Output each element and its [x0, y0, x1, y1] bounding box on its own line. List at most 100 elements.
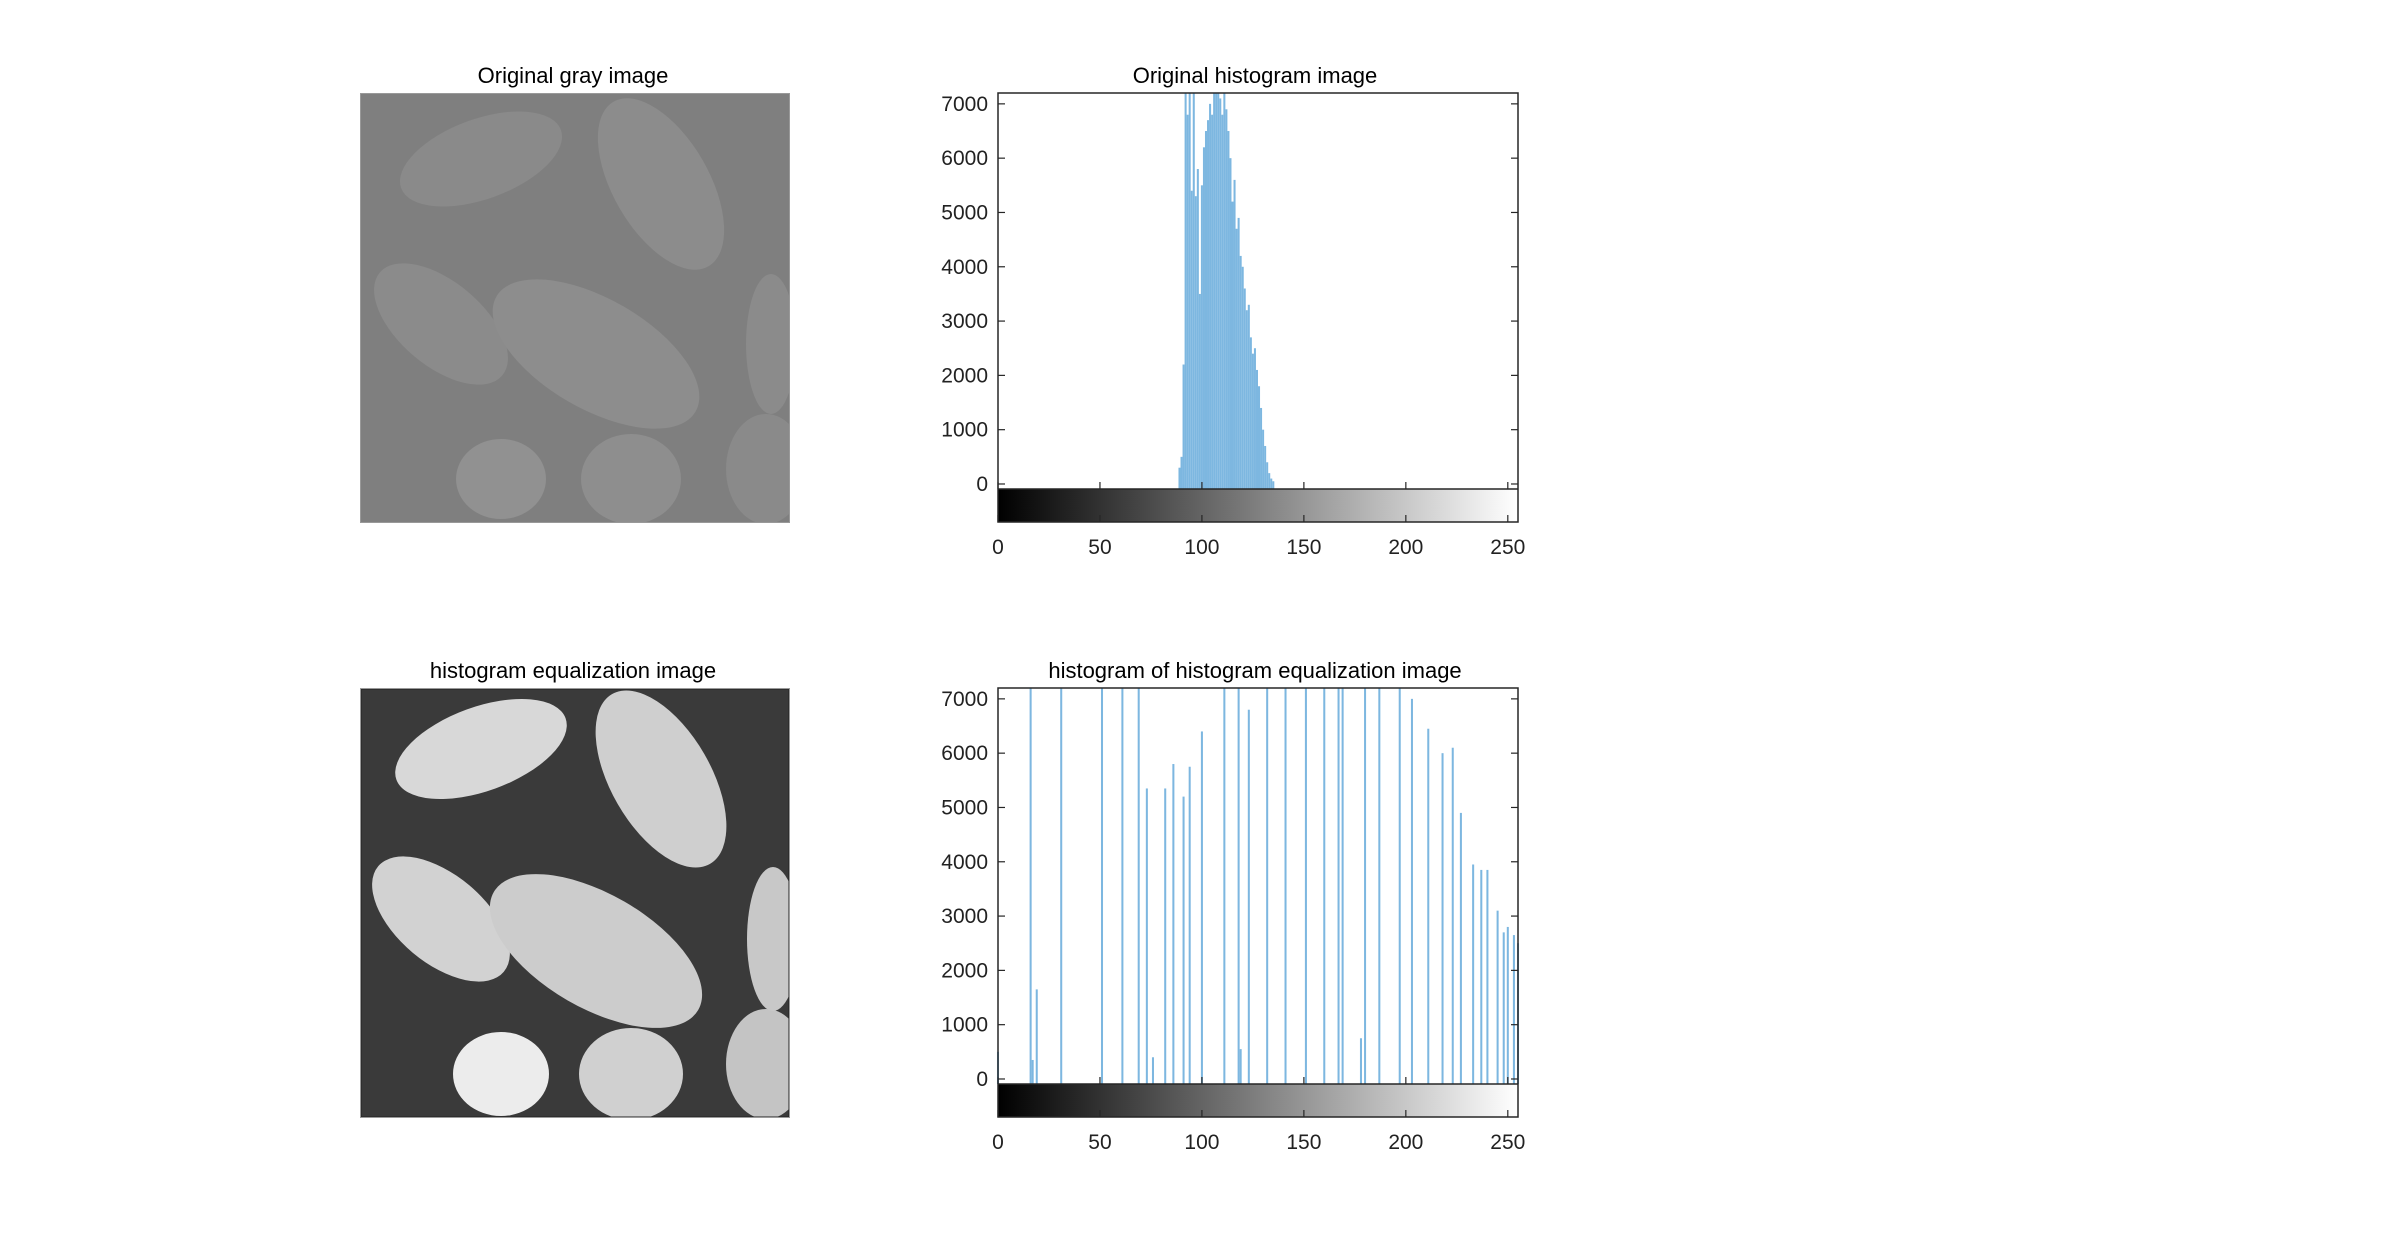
eq-image-title: histogram equalization image	[429, 658, 717, 683]
histogram-bar	[1215, 93, 1218, 489]
histogram-bar	[1172, 764, 1175, 1084]
histogram-bar	[1512, 935, 1515, 1084]
axes-frame	[997, 687, 1519, 1118]
histogram-bar	[1188, 766, 1191, 1084]
histogram-bar	[1184, 93, 1187, 489]
x-tick-label: 50	[1088, 1131, 1111, 1154]
y-tick-label: 1000	[941, 1014, 988, 1037]
histogram-bar	[1145, 788, 1148, 1084]
histogram-bar	[1496, 910, 1499, 1084]
histogram-bar	[1200, 731, 1203, 1084]
histogram-bar	[1186, 114, 1189, 489]
histogram-bar	[1233, 179, 1236, 489]
y-tick-label: 4000	[941, 851, 988, 874]
histogram-bar	[1398, 688, 1401, 1084]
histogram-bar	[1029, 688, 1032, 1084]
histogram-bar	[1200, 185, 1203, 489]
histogram-bar	[1480, 869, 1483, 1084]
histogram-bar	[1516, 943, 1520, 1084]
histogram-bar	[1364, 688, 1367, 1084]
y-tick-label: 0	[976, 1068, 988, 1091]
histogram-bar	[1378, 688, 1381, 1084]
histogram-bar	[1255, 369, 1258, 489]
histogram-bar	[1188, 93, 1191, 489]
histogram-bar	[1341, 688, 1344, 1084]
histogram-bar	[1231, 201, 1234, 489]
histogram-bar	[1223, 688, 1226, 1084]
histogram-bar	[1031, 1059, 1034, 1084]
histogram-bar	[1204, 131, 1208, 489]
histogram-bar	[1441, 753, 1444, 1084]
histogram-bar	[1258, 386, 1261, 489]
orig-image-title: Original gray image	[477, 63, 669, 88]
histogram-bar	[1237, 217, 1240, 489]
axes-frame	[997, 92, 1519, 523]
histogram-bar	[1190, 190, 1193, 490]
x-tick-label: 250	[1490, 1131, 1525, 1154]
histogram-bar	[1410, 698, 1413, 1084]
x-tick-label: 200	[1388, 536, 1423, 559]
grayscale-colorbar	[998, 489, 1518, 522]
histogram-bar	[1227, 131, 1230, 489]
y-tick-label: 3000	[941, 310, 988, 333]
histogram-bar	[1249, 337, 1252, 489]
y-tick-label: 5000	[941, 796, 988, 819]
histogram-bar	[1266, 688, 1269, 1084]
x-tick-label: 200	[1388, 1131, 1423, 1154]
x-tick-label: 150	[1286, 1131, 1321, 1154]
histogram-bar	[1323, 688, 1326, 1084]
histogram-bar	[1137, 688, 1140, 1084]
histogram-bar	[1229, 158, 1232, 489]
histogram-bar	[1304, 688, 1307, 1084]
x-tick-label: 150	[1286, 536, 1321, 559]
histogram-bar	[1182, 364, 1185, 489]
histogram-bar	[1194, 196, 1197, 489]
histogram-bar	[1253, 348, 1256, 489]
histogram-bar	[1217, 93, 1220, 489]
y-tick-label: 2000	[941, 364, 988, 387]
y-tick-label: 2000	[941, 959, 988, 982]
histogram-bar	[1182, 796, 1185, 1084]
histogram-bar	[1196, 169, 1199, 489]
histogram-bar	[1268, 473, 1271, 489]
histogram-bar	[1427, 728, 1430, 1084]
histogram-bar	[1178, 467, 1181, 489]
x-tick-label: 100	[1184, 536, 1219, 559]
histogram-bar	[1237, 688, 1240, 1084]
histogram-bar	[1239, 1049, 1242, 1084]
eq-hist-title: histogram of histogram equalization imag…	[1048, 658, 1462, 683]
histogram-bar	[1243, 288, 1246, 489]
histogram-bar	[1211, 114, 1214, 489]
histogram-bar	[1262, 429, 1265, 489]
y-tick-label: 5000	[941, 201, 988, 224]
y-tick-label: 7000	[941, 93, 988, 116]
histogram-bar	[1239, 255, 1242, 489]
histogram-bar	[1247, 709, 1250, 1084]
grayscale-colorbar	[998, 1084, 1518, 1117]
histogram-bar	[1209, 103, 1212, 490]
histogram-bar	[1202, 147, 1205, 489]
histogram-bar	[1207, 120, 1210, 489]
histogram-bar	[1060, 688, 1063, 1084]
histogram-bar	[1213, 93, 1216, 489]
x-tick-label: 0	[992, 536, 1004, 559]
x-tick-label: 0	[992, 1131, 1004, 1154]
histogram-bar	[1284, 688, 1287, 1084]
histogram-bar	[1192, 93, 1195, 489]
histogram-bar	[1359, 1038, 1362, 1084]
histogram-bar	[1337, 688, 1340, 1084]
equalized-histogram-chart: 0 1000 2000 3000 4000 5000 6000 7000 0 50 100 150 20…	[941, 687, 1525, 1154]
histogram-bar	[1272, 481, 1275, 489]
original-gray-image	[360, 93, 790, 523]
histogram-bar	[1502, 932, 1505, 1084]
histogram-bar	[1486, 869, 1489, 1084]
histogram-bar	[1180, 456, 1183, 489]
histogram-bar	[1266, 462, 1269, 489]
y-tick-label: 3000	[941, 905, 988, 928]
histogram-bar	[1247, 304, 1250, 489]
original-histogram-chart: 0 1000 2000 3000 4000 5000 6000 7000 0 50 100 150 20…	[941, 92, 1525, 559]
histogram-bar	[1198, 293, 1201, 489]
histogram-bar	[996, 1051, 1000, 1084]
orig-hist-title: Original histogram image	[1132, 63, 1378, 88]
y-tick-label: 7000	[941, 688, 988, 711]
